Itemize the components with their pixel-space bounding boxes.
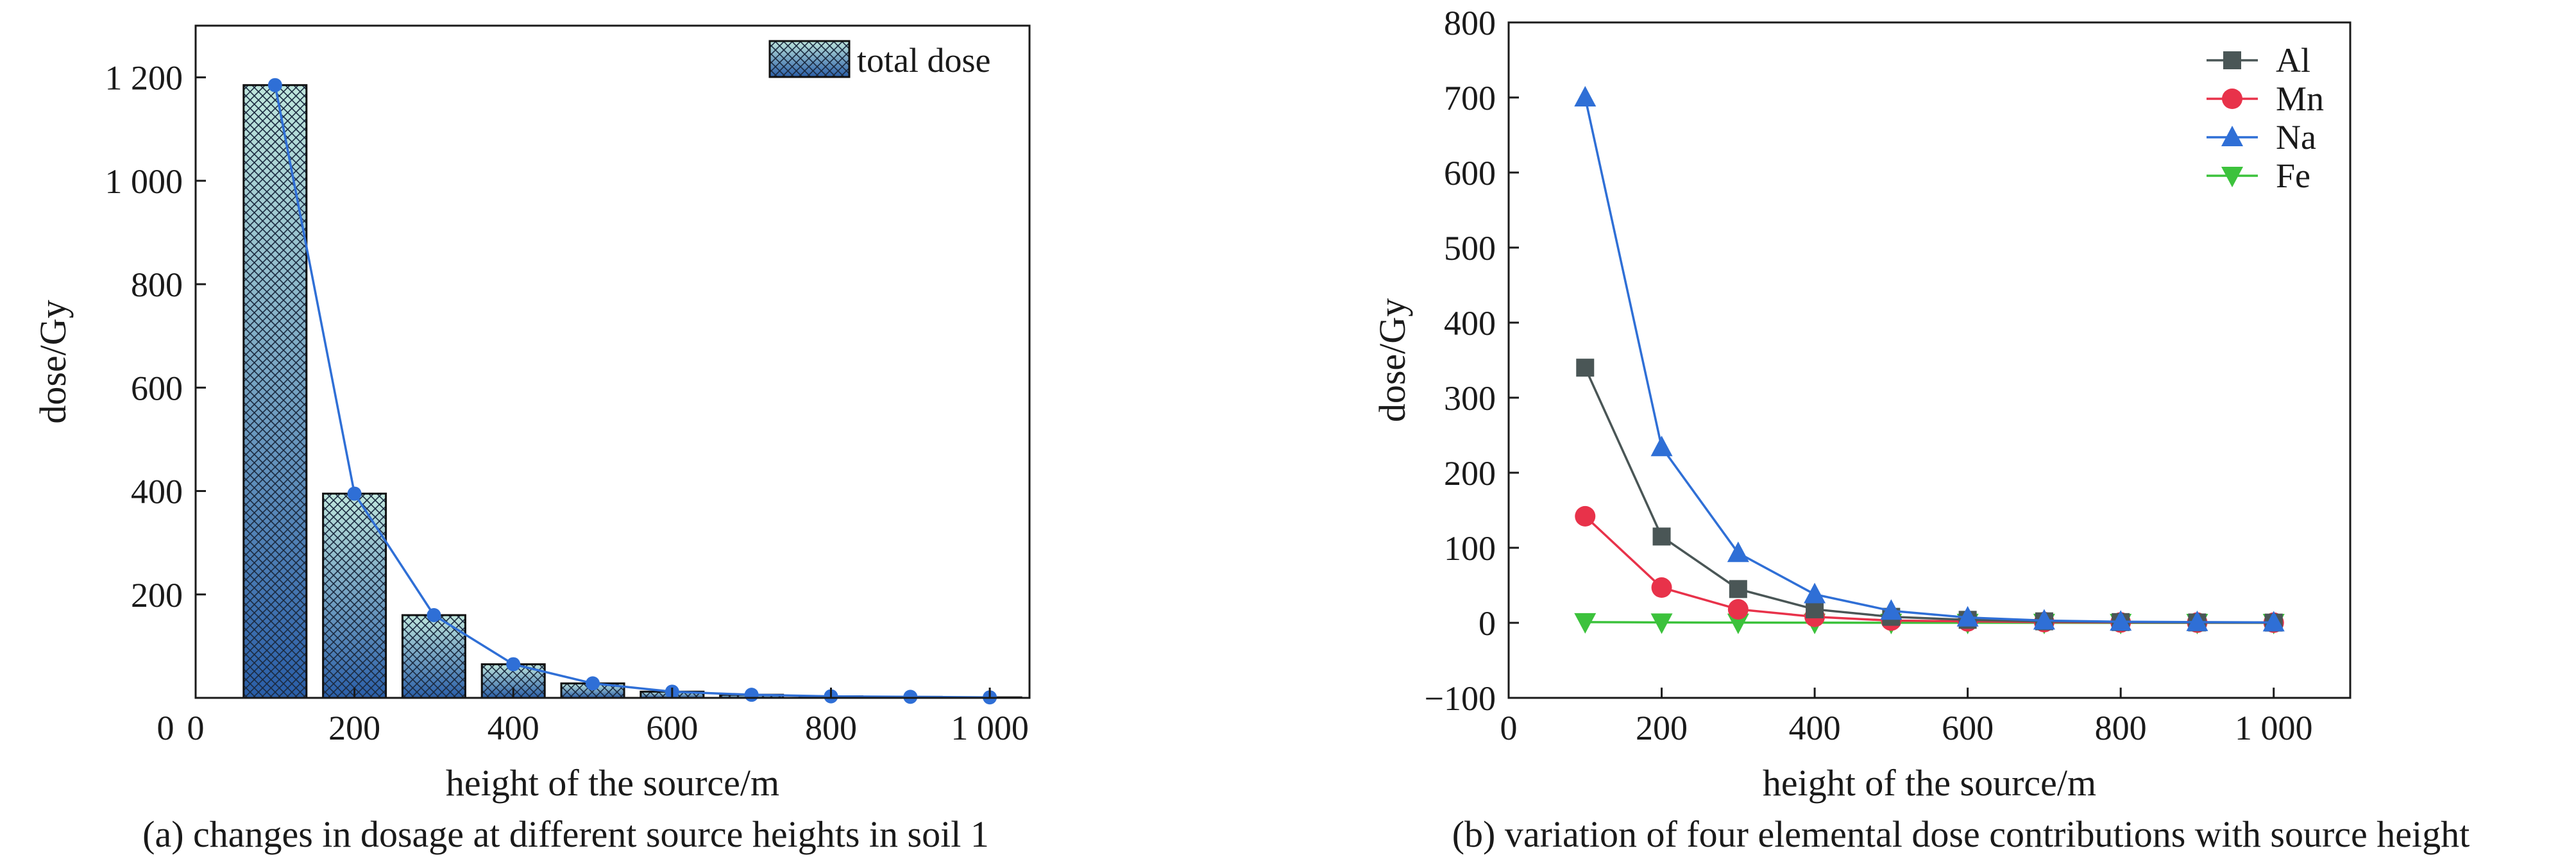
marker-na-400 [1804, 582, 1826, 604]
legend-label-total-dose: total dose [857, 41, 990, 80]
y-axis-label: dose/Gy [32, 300, 74, 423]
y-tick-label-400: 400 [1444, 304, 1496, 343]
bar-100 [242, 84, 308, 699]
y-tick-label-600: 600 [1444, 154, 1496, 192]
x-axis-label: height of the source/m [446, 762, 779, 804]
line-marker-400 [506, 657, 521, 672]
chart-b: 0 200 400 600 800 1 000−100010020030040050060… [1371, 4, 2470, 855]
legend-marker-fe [2221, 167, 2243, 187]
bar-hatch-100 [242, 84, 308, 699]
bar-200 [322, 493, 387, 699]
marker-na-300 [1727, 541, 1749, 563]
series-line-mn [1584, 515, 2274, 624]
x-tick-label-600: 600 [1942, 709, 1994, 747]
total-dose-line [274, 85, 990, 699]
x-tick-label-200: 200 [328, 709, 380, 747]
y-tick-label-500: 500 [1444, 229, 1496, 267]
x-axis-label: height of the source/m [1763, 762, 2096, 804]
x-tick-label-400: 400 [487, 709, 539, 747]
tick-group: 0 200 400 600 800 1 000 200 400 600 800 1 000 1 200… [105, 59, 1029, 747]
legend-label-mn: Mn [2276, 80, 2324, 118]
tick-group: 0 200 400 600 800 1 000−100010020030040050060… [1425, 4, 2313, 747]
y-axis-label: dose/Gy [1371, 298, 1413, 422]
x-tick-label-600: 600 [646, 709, 698, 747]
y-tick-label-1200: 1 200 [105, 59, 183, 97]
series-al [1576, 359, 2283, 632]
line-marker-100 [267, 78, 282, 92]
marker-na-600 [1956, 606, 1979, 627]
marker-mn-100 [1575, 505, 1596, 527]
marker-al-200 [1652, 527, 1671, 546]
legend-label-fe: Fe [2276, 157, 2310, 195]
plot-frame [1507, 21, 2351, 699]
marker-na-200 [1650, 436, 1673, 457]
y-tick-label-400: 400 [131, 473, 183, 511]
x-tick-label-0: 0 [187, 709, 205, 747]
series-line-al [1584, 367, 2274, 624]
y-tick-label--100: −100 [1425, 679, 1496, 718]
line-marker-300 [427, 608, 441, 623]
marker-na-100 [1574, 86, 1597, 106]
x-tick-label-200: 200 [1636, 709, 1688, 747]
series-group [1574, 86, 2285, 634]
marker-na-1000 [2262, 611, 2285, 632]
chart-caption: (a) changes in dosage at different sourc… [142, 813, 989, 855]
bar-group [242, 84, 1022, 699]
origin-tick-label: 0 [157, 709, 174, 747]
x-tick-label-0: 0 [1500, 709, 1518, 747]
line-marker-200 [347, 486, 362, 501]
y-tick-label-0: 0 [1479, 604, 1496, 643]
marker-al-100 [1576, 359, 1595, 377]
x-tick-label-1000: 1 000 [2235, 709, 2313, 747]
marker-na-500 [1880, 599, 1902, 620]
series-na [1574, 86, 2285, 632]
marker-mn-300 [1727, 598, 1749, 620]
marker-na-700 [2033, 609, 2055, 630]
line-marker-500 [586, 676, 600, 691]
y-tick-label-700: 700 [1444, 79, 1496, 117]
chart-a: 0 200 400 600 800 1 000 200 400 600 800 1 000 1 200… [32, 24, 1031, 855]
marker-fe-300 [1727, 613, 1749, 634]
y-tick-label-100: 100 [1444, 529, 1496, 568]
y-tick-label-300: 300 [1444, 379, 1496, 418]
chart-caption: (b) variation of four elemental dose con… [1452, 813, 2470, 855]
legend-label-na: Na [2276, 118, 2316, 157]
marker-mn-200 [1651, 577, 1672, 598]
marker-al-400 [1806, 600, 1824, 618]
marker-na-900 [2186, 610, 2208, 631]
series-fe [1574, 613, 2285, 634]
y-tick-label-200: 200 [131, 576, 183, 614]
y-tick-label-800: 800 [1444, 4, 1496, 42]
legend-marker-al [2223, 51, 2241, 69]
x-tick-label-1000: 1 000 [951, 709, 1029, 747]
series-line-na [1584, 97, 2274, 624]
y-tick-label-600: 600 [131, 369, 183, 407]
marker-fe-100 [1574, 613, 1597, 634]
marker-na-800 [2110, 610, 2132, 631]
marker-fe-200 [1650, 613, 1673, 634]
x-tick-label-400: 400 [1789, 709, 1841, 747]
y-tick-label-1000: 1 000 [105, 162, 183, 201]
line-marker-900 [903, 690, 918, 704]
line-marker-700 [744, 688, 759, 702]
y-tick-label-200: 200 [1444, 454, 1496, 493]
y-tick-label-800: 800 [131, 266, 183, 304]
x-tick-label-800: 800 [805, 709, 857, 747]
marker-al-300 [1729, 580, 1747, 598]
legend-marker-na [2221, 126, 2243, 146]
legend: Al Mn Na Fe [2207, 41, 2324, 195]
plot-frame [194, 24, 1031, 699]
x-tick-label-800: 800 [2095, 709, 2147, 747]
legend-label-al: Al [2276, 41, 2310, 80]
legend-marker-mn [2222, 89, 2242, 109]
bar-hatch-200 [322, 493, 387, 699]
legend-swatch-hatch [768, 40, 851, 78]
legend: total dose [768, 40, 990, 80]
